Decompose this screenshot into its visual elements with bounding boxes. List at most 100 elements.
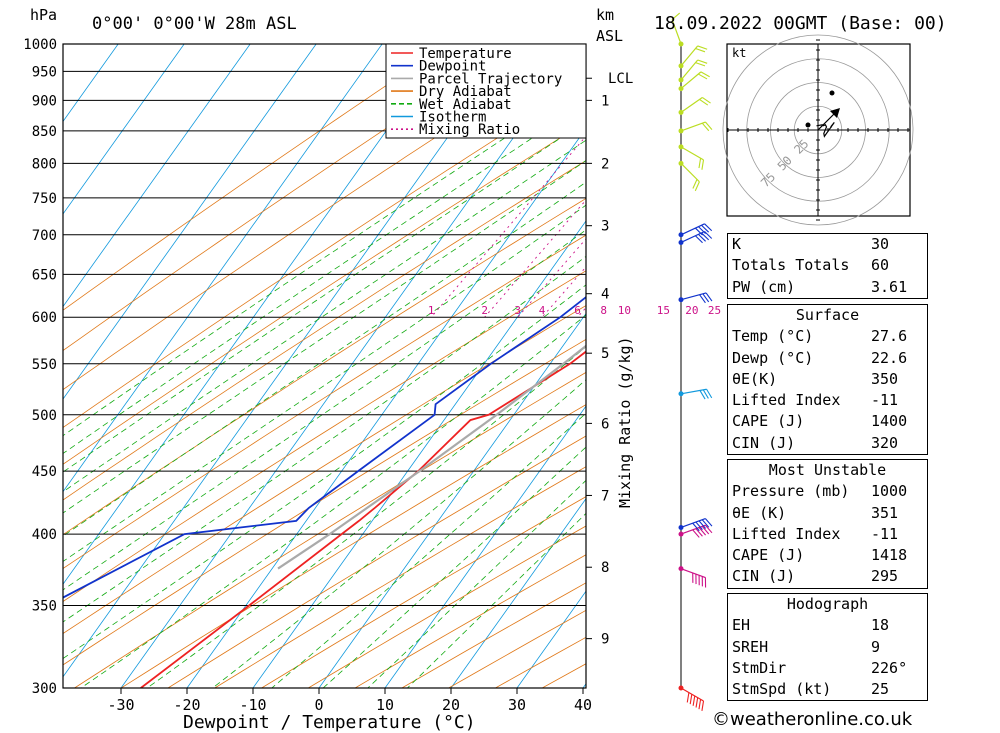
wind-barb-feather: [698, 226, 706, 235]
table-row: EH 18: [728, 615, 927, 636]
wind-level-dot: [678, 63, 684, 69]
wind-barb-feather: [698, 233, 706, 242]
table-row-key: PW (cm): [732, 277, 796, 296]
table-row: Temp (°C) 27.6: [728, 326, 927, 347]
wind-barb: [671, 12, 684, 47]
mixing-ratio-label: 2: [481, 304, 488, 317]
legend-entry: Dewpoint: [419, 59, 486, 75]
temp-tick-label: 10: [376, 696, 394, 714]
wind-barb-feather: [694, 227, 703, 236]
wind-barb-shaft: [680, 45, 699, 67]
table-row-key: StmDir: [732, 658, 787, 677]
km-tick-label: 7: [601, 488, 609, 504]
table-row-value: 60: [871, 256, 890, 275]
most-unstable-table: Most Unstable Pressure (mb) 1000 θE (K) 351…: [727, 459, 928, 589]
wind-barb-shaft: [680, 292, 707, 301]
wind-barb-feather: [698, 158, 702, 169]
isotherm-line: [318, 312, 586, 688]
table-row: Totals Totals 60: [728, 255, 927, 276]
isotherm-line: [384, 405, 586, 688]
table-row: Lifted Index -11: [728, 524, 927, 545]
wind-level-dot: [678, 86, 684, 92]
km-tick-label: 1: [601, 93, 609, 109]
table-row-value: 18: [871, 616, 890, 635]
wind-barb-shaft: [671, 19, 682, 45]
wind-barb-feather: [701, 224, 710, 233]
table-row-value: 25: [871, 680, 890, 699]
wind-level-dot: [678, 239, 684, 245]
indices-table: K 30 Totals Totals 60 PW (cm) 3.61: [727, 233, 928, 299]
wind-barb-feather: [698, 699, 702, 710]
wind-barb-shaft: [680, 223, 705, 236]
wind-level-dot: [678, 160, 684, 166]
wind-barb-feather: [698, 527, 707, 536]
x-axis-label: Dewpoint / Temperature (°C): [183, 712, 476, 733]
mixing-ratio-label: 8: [600, 304, 607, 317]
dry-adiabat-line: [63, 197, 586, 536]
dry-adiabat-line: [120, 404, 586, 688]
km-tick-label: 2: [601, 156, 609, 172]
wind-barb-feather: [700, 71, 710, 78]
credit-text: ©weatheronline.co.uk: [712, 709, 913, 730]
wind-barb-shaft: [680, 146, 704, 161]
wind-barb-shaft: [680, 71, 702, 90]
wind-barb-feather: [695, 697, 699, 708]
temp-tick-label: 30: [508, 696, 526, 714]
legend-entry: Dry Adiabat: [419, 84, 512, 100]
table-row-key: Totals Totals: [732, 256, 850, 275]
hodograph-title: Hodograph: [786, 595, 869, 613]
km-tick-label: 3: [601, 219, 609, 235]
isotherm-line: [120, 44, 581, 688]
km-tick-label: LCL: [608, 71, 633, 87]
pressure-tick-label: 400: [32, 527, 57, 543]
table-row: θE (K) 351: [728, 503, 927, 524]
wet-adiabat-line: [63, 101, 586, 454]
table-row: SREH 9: [728, 637, 927, 658]
wind-barb: [678, 518, 713, 532]
dry-adiabat-line: [74, 371, 586, 688]
wind-barb-feather: [705, 121, 713, 130]
table-row-value: 9: [871, 637, 881, 656]
legend-entry: Temperature: [419, 46, 512, 62]
km-tick-label: 6: [601, 416, 609, 432]
table-row-value: 22.6: [871, 348, 908, 367]
wind-barb: [678, 388, 713, 400]
temperature-line: [140, 350, 586, 688]
wind-barb-feather: [692, 695, 696, 706]
mixing-ratio-label: 25: [708, 304, 721, 317]
pressure-tick-label: 650: [32, 267, 57, 283]
pressure-tick-label: 700: [32, 228, 57, 244]
pressure-tick-label: 350: [32, 599, 57, 615]
table-row: CAPE (J) 1400: [728, 411, 927, 432]
wind-barb-shaft: [680, 59, 699, 81]
wind-barb-shaft: [680, 388, 707, 395]
mixing-ratio-label: 1: [428, 304, 435, 317]
pressure-tick-label: 800: [32, 156, 57, 172]
table-row-value: 350: [871, 369, 899, 388]
km-tick-label: 5: [601, 346, 609, 362]
table-row: CAPE (J) 1418: [728, 545, 927, 566]
km-tick-label: 8: [601, 560, 609, 576]
table-row-value: -11: [871, 391, 899, 410]
table-row: StmDir 226°: [728, 658, 927, 679]
wet-adiabat-line: [63, 229, 586, 591]
mixing-ratio-label: 10: [618, 304, 631, 317]
table-row-value: 30: [871, 235, 890, 253]
km-tick-label: 4: [601, 287, 609, 303]
isotherm-line: [63, 44, 449, 585]
wind-barb-feather: [701, 159, 705, 170]
datetime-title: 18.09.2022 00GMT (Base: 00): [654, 13, 947, 34]
surface-title: Surface: [795, 306, 860, 324]
wind-barb-feather: [694, 181, 700, 192]
mixing-ratio-label: 4: [539, 304, 546, 317]
wind-barb-feather: [695, 528, 703, 537]
wind-barb-feather: [692, 179, 698, 189]
table-row-key: CAPE (J): [732, 546, 805, 565]
wind-level-dot: [678, 566, 684, 572]
wind-barb-feather: [695, 62, 706, 67]
wind-barb: [678, 685, 705, 711]
table-row-value: 226°: [871, 658, 908, 677]
table-row-key: Lifted Index: [732, 524, 841, 543]
mixing-ratio-label: 20: [685, 304, 698, 317]
temp-tick-label: -10: [239, 696, 266, 714]
